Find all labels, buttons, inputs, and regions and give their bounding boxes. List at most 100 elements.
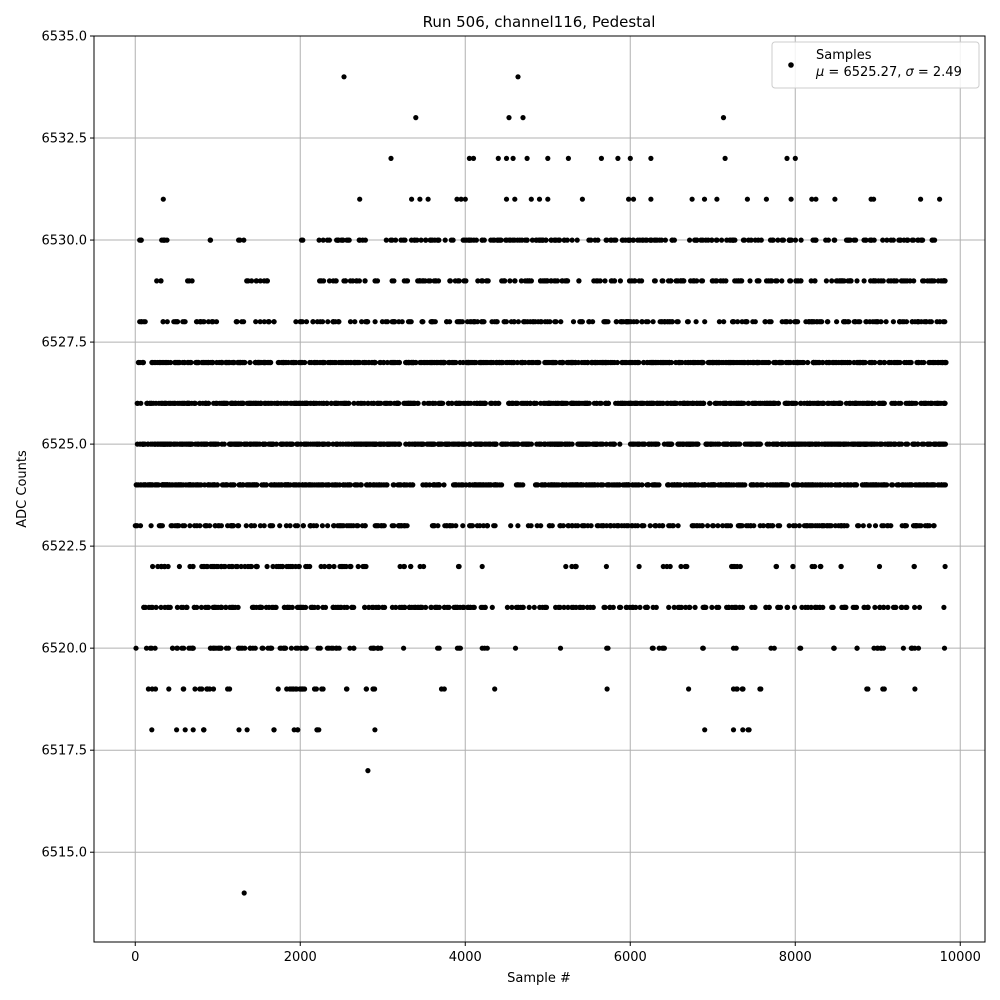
data-point <box>235 523 241 529</box>
data-point <box>814 319 820 325</box>
data-point <box>359 523 366 529</box>
data-point <box>470 155 477 161</box>
data-point <box>723 482 729 488</box>
data-point <box>580 523 587 529</box>
data-point <box>833 278 840 284</box>
data-point <box>354 278 360 284</box>
data-point <box>544 319 551 325</box>
data-point <box>856 400 862 406</box>
data-point <box>731 604 737 611</box>
data-point <box>491 523 497 529</box>
data-point <box>722 441 728 447</box>
data-point <box>812 441 818 447</box>
data-point <box>338 359 344 366</box>
data-point <box>226 359 232 366</box>
data-point <box>432 482 438 488</box>
data-point <box>181 686 187 692</box>
data-point <box>369 400 375 406</box>
data-point <box>877 604 883 611</box>
data-point <box>775 237 781 243</box>
data-point <box>808 278 814 284</box>
data-point <box>207 523 213 529</box>
data-point <box>338 400 344 406</box>
data-point <box>838 563 844 570</box>
data-point <box>615 155 621 161</box>
data-point <box>617 482 623 488</box>
data-point <box>878 359 884 366</box>
data-point <box>344 237 350 243</box>
data-point <box>492 400 498 406</box>
data-point <box>215 645 221 651</box>
data-point <box>585 359 591 366</box>
data-point <box>246 482 252 488</box>
data-point <box>718 482 724 488</box>
data-point <box>905 482 911 488</box>
data-point <box>295 727 301 733</box>
data-point <box>351 604 357 611</box>
data-point <box>182 727 188 733</box>
data-point <box>358 482 364 488</box>
data-point <box>807 523 813 529</box>
data-point <box>390 482 396 488</box>
data-point <box>810 359 816 366</box>
data-point <box>526 604 532 611</box>
data-point <box>624 319 630 325</box>
data-point <box>588 237 594 243</box>
data-point <box>889 482 895 488</box>
data-point <box>758 482 765 488</box>
data-point <box>468 237 474 243</box>
data-point <box>727 237 733 243</box>
data-point <box>829 278 835 284</box>
data-point <box>615 523 622 529</box>
data-point <box>909 482 915 488</box>
data-point <box>468 400 474 406</box>
data-point <box>709 482 716 488</box>
data-point <box>264 563 270 570</box>
data-point <box>395 441 401 447</box>
data-point <box>888 523 894 529</box>
data-point <box>262 359 268 366</box>
data-point <box>792 441 798 447</box>
data-point <box>792 319 798 325</box>
data-point <box>293 359 299 366</box>
data-point <box>542 482 548 488</box>
data-point <box>253 604 259 611</box>
data-point <box>915 319 921 325</box>
data-point <box>342 482 348 488</box>
data-point <box>746 727 752 733</box>
data-point <box>745 400 751 406</box>
data-point <box>629 523 635 529</box>
data-point <box>602 400 608 406</box>
data-point <box>455 563 462 570</box>
data-point <box>420 441 426 447</box>
data-point <box>443 441 449 447</box>
data-point <box>330 604 336 611</box>
data-point <box>631 400 637 406</box>
data-point <box>492 441 498 447</box>
data-point <box>250 645 256 651</box>
data-point <box>439 441 445 447</box>
data-point <box>604 482 610 488</box>
y-tick-label: 6527.5 <box>42 336 88 351</box>
data-point <box>149 359 155 366</box>
data-point <box>704 441 710 447</box>
data-point <box>263 400 269 406</box>
data-point <box>487 482 493 488</box>
data-point <box>721 319 727 325</box>
data-point <box>740 237 747 243</box>
data-point <box>178 604 184 611</box>
data-point <box>733 441 739 447</box>
data-point <box>442 359 448 366</box>
data-point <box>860 523 866 529</box>
data-point <box>904 359 910 366</box>
data-point <box>355 400 361 406</box>
data-point <box>398 237 404 243</box>
data-point <box>653 604 659 611</box>
data-point <box>503 441 509 447</box>
data-point <box>315 604 321 611</box>
data-point <box>686 604 692 611</box>
data-point <box>725 523 731 529</box>
data-point <box>479 563 485 570</box>
data-point <box>847 359 853 366</box>
data-point <box>618 604 624 611</box>
